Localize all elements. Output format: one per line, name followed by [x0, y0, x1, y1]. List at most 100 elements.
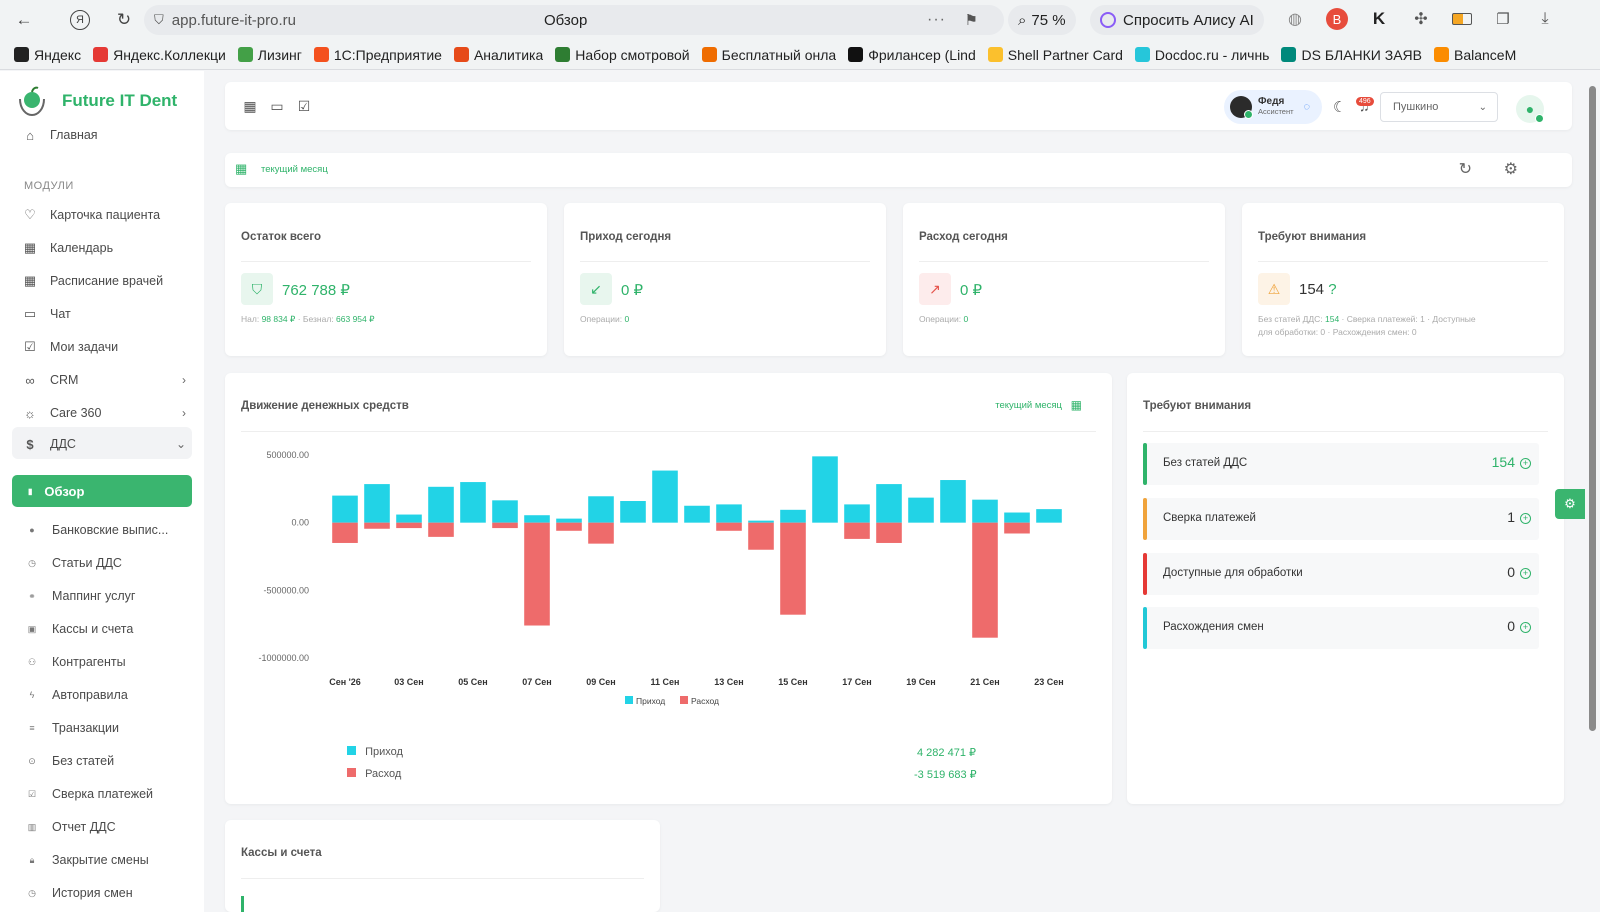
alice-button[interactable]: Спросить Алису AI [1090, 5, 1264, 35]
income-bar [1004, 512, 1030, 523]
sidebar-subitem[interactable]: ⚭ Маппинг услуг [26, 589, 186, 603]
sidebar-subitem[interactable]: ◷ История смен [26, 886, 186, 900]
sidebar-subitem[interactable]: ≡ Транзакции [26, 721, 186, 735]
income-bar [780, 509, 806, 523]
attention-row[interactable]: Без статей ДДС 154 + [1143, 443, 1539, 485]
bookmark-item[interactable]: Яндекс.Коллекци [93, 47, 226, 63]
attention-row[interactable]: Доступные для обработки 0 + [1143, 553, 1539, 595]
sidebar-subitem[interactable]: ϟ Автоправила [26, 688, 186, 702]
stat-value: 0 ₽ [960, 282, 983, 299]
globe-icon[interactable]: ◍ [1288, 11, 1302, 28]
clock-icon: ◷ [28, 557, 36, 568]
plus-circle-icon[interactable]: + [1520, 458, 1531, 469]
bookmark-item[interactable]: Набор смотровой [555, 47, 690, 63]
sidebar-item-calendar[interactable]: ▦ Календарь [23, 240, 114, 255]
sidebar-item-home[interactable]: ⌂ Главная [22, 127, 192, 143]
refresh-icon[interactable]: ↻ [1458, 161, 1472, 178]
battery-icon[interactable] [1452, 13, 1472, 25]
settings-float-button[interactable]: ⚙ [1555, 489, 1585, 519]
plus-circle-icon[interactable]: + [1520, 568, 1531, 579]
bookmark-item[interactable]: Фрилансер (Lind [848, 47, 976, 63]
sidebar-subitem[interactable]: ⚇ Контрагенты [27, 655, 126, 669]
stat-subtext: Нал: 98 834 ₽ · Безнал: 663 954 ₽ [241, 314, 375, 324]
sidebar-subitem[interactable]: ⊙ Без статей [26, 754, 186, 768]
bookmark-favicon-icon [987, 47, 1003, 62]
plus-circle-icon[interactable]: + [1520, 622, 1531, 633]
bookmark-favicon-icon [848, 47, 864, 62]
bookmark-item[interactable]: Аналитика [453, 47, 543, 63]
zoom-button[interactable]: ⌕ 75 % [1008, 5, 1076, 35]
x-tick-label: 19 Сен [906, 677, 935, 687]
stat-card-balance: Остаток всего ⛉ 762 788 ₽ Нал: 98 834 ₽ … [225, 203, 547, 356]
sidebar-item-chat[interactable]: ▭ Чат [23, 306, 71, 321]
sidebar-item-crm[interactable]: ∞ CRM › [22, 372, 192, 388]
attention-row[interactable]: Сверка платежей 1 + [1143, 498, 1539, 540]
more-icon[interactable]: ··· [927, 11, 946, 28]
income-bar [620, 501, 646, 523]
sidebar-item-overview[interactable]: ▮ Обзор [12, 475, 192, 507]
bell-icon[interactable]: ♫ [1359, 98, 1370, 114]
sidebar-item-tasks[interactable]: ☑ Мои задачи [22, 339, 192, 355]
bookmark-item[interactable]: Docdoc.ru - личнь [1134, 47, 1269, 63]
income-bar [748, 520, 774, 523]
x-tick-label: 05 Сен [458, 677, 487, 687]
address-bar[interactable]: ⛉ app.future-it-pro.ru Обзор ··· ⚑ [144, 5, 1004, 35]
yandex-icon[interactable]: Я [70, 10, 90, 30]
sidebar-item-patient-card[interactable]: ♡ Карточка пациента [22, 207, 192, 223]
sidebar-item-doctor-schedule[interactable]: ▦ Расписание врачей [23, 273, 164, 288]
cashflow-period[interactable]: текущий месяц [995, 400, 1062, 411]
collections-icon[interactable]: ❐ [1496, 11, 1510, 28]
calendar-icon[interactable]: ▦ [1070, 398, 1082, 412]
period-label[interactable]: текущий месяц [261, 164, 328, 175]
sidebar-subitem[interactable]: ◷ Статьи ДДС [26, 556, 186, 570]
history-icon: ◷ [28, 887, 36, 898]
stat-title: Требуют внимания [1258, 231, 1367, 243]
settings-icon[interactable]: ⚙ [1503, 161, 1518, 178]
assistant-chip[interactable]: Федя Ассистент ◌ [1224, 90, 1322, 124]
bookmark-item[interactable]: 1С:Предприятие [313, 47, 442, 63]
reload-icon[interactable]: ↻ [116, 10, 132, 29]
logo[interactable]: Future IT Dent [16, 85, 177, 117]
extension-k-icon[interactable]: K [1372, 9, 1386, 28]
tasks-icon[interactable]: ☑ [297, 97, 311, 114]
moon-icon[interactable]: ☾ [1333, 99, 1347, 116]
bookmark-item[interactable]: Лизинг [237, 47, 302, 63]
branch-select[interactable]: Пушкино ⌄ [1380, 92, 1498, 122]
page-scrollbar[interactable] [1589, 86, 1596, 731]
sidebar-subitem[interactable]: ● Банковские выпис... [26, 523, 186, 537]
stat-value: 0 ₽ [621, 282, 644, 299]
expense-bar [332, 522, 358, 543]
download-icon[interactable]: ⤓ [1541, 10, 1549, 27]
income-bar [588, 496, 614, 523]
calendar-icon[interactable]: ▦ [243, 97, 257, 114]
bookmark-item[interactable]: Яндекс [14, 47, 81, 63]
user-avatar-icon[interactable]: ● [1516, 95, 1544, 123]
puzzle-icon[interactable]: ✣ [1414, 11, 1428, 28]
plus-circle-icon[interactable]: + [1520, 513, 1531, 524]
calendar-icon[interactable]: ▦ [235, 161, 248, 176]
cashflow-chart: 500000.00 0.00 -500000.00 -1000000.00 Сен '2… [258, 450, 1063, 706]
sidebar-subitem[interactable]: ▥ Отчет ДДС [27, 820, 116, 834]
back-icon[interactable]: ← [15, 10, 33, 29]
extension-red-icon[interactable]: B [1326, 8, 1348, 30]
bookmark-item[interactable]: DS БЛАНКИ ЗАЯВ [1281, 47, 1422, 63]
attention-row[interactable]: Расхождения смен 0 + [1143, 607, 1539, 649]
attention-value: 154 [1491, 454, 1515, 470]
sidebar-subitem[interactable]: ☑ Сверка платежей [27, 787, 154, 801]
x-tick-label: Сен '26 [329, 677, 361, 687]
income-bar [524, 515, 550, 523]
sidebar-subitem[interactable]: 🔒︎ Закрытие смены [26, 853, 186, 867]
stat-value: 762 788 ₽ [282, 282, 350, 299]
chat-icon[interactable]: ▭ [270, 97, 284, 114]
list-icon: ≡ [29, 723, 35, 733]
bookmark-icon[interactable]: ⚑ [964, 12, 978, 29]
sidebar-item-care360[interactable]: ☼ Care 360 › [22, 405, 192, 421]
expense-bar [780, 522, 806, 615]
bookmark-item[interactable]: Shell Partner Card [987, 47, 1123, 63]
sidebar-item-dds[interactable]: $ ДДС ⌄ [22, 436, 192, 452]
sidebar-subitem[interactable]: ▣ Кассы и счета [27, 622, 134, 636]
bookmark-item[interactable]: Бесплатный онла [701, 47, 836, 63]
income-bar [332, 495, 358, 523]
attention-label: Расхождения смен [1163, 621, 1264, 633]
bookmark-item[interactable]: BalanceM [1434, 47, 1516, 63]
